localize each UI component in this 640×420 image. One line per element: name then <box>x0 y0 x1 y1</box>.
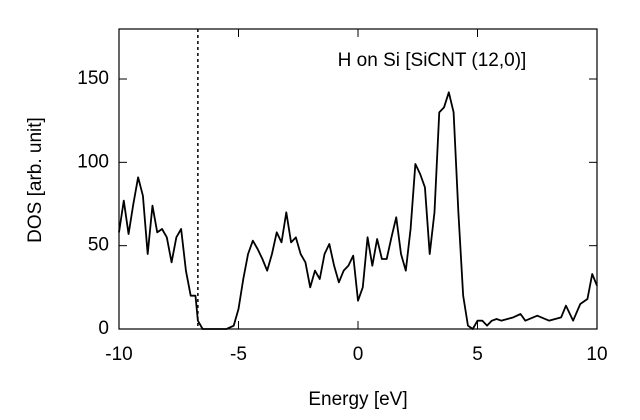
y-axis-label: DOS [arb. unit] <box>25 117 46 243</box>
x-tick-label: 0 <box>353 344 364 365</box>
x-tick-label: -5 <box>230 344 247 365</box>
dos-line <box>118 91 598 330</box>
plot-frame <box>118 28 598 330</box>
x-axis-label: Energy [eV] <box>308 389 407 410</box>
annotation: H on Si [SiCNT (12,0)] <box>338 50 527 71</box>
x-tick-label: -10 <box>105 344 132 365</box>
x-tick-label: 5 <box>472 344 483 365</box>
y-tick-label: 50 <box>88 235 109 256</box>
x-tick-label: 10 <box>586 344 607 365</box>
y-tick-label: 100 <box>77 151 109 172</box>
y-tick-label: 150 <box>77 68 109 89</box>
y-tick-label: 0 <box>98 318 109 339</box>
